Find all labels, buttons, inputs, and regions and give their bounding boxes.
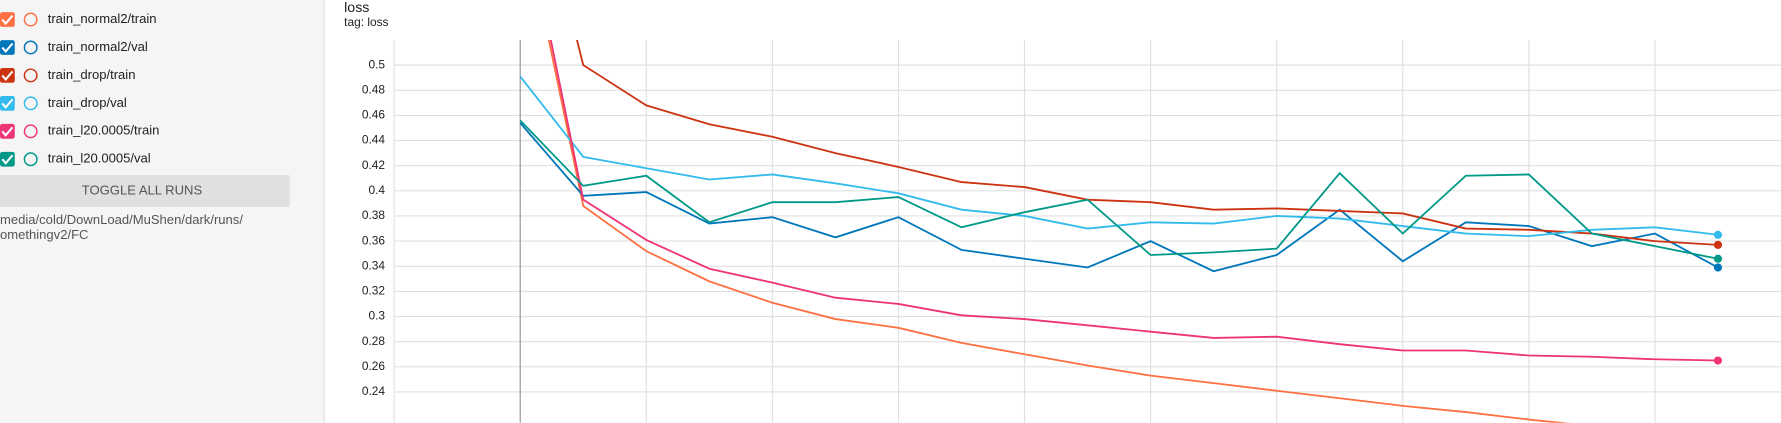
- run-checkbox[interactable]: [0, 123, 15, 139]
- checkmark: [1, 126, 14, 137]
- y-tick-label: 0.5: [368, 57, 385, 71]
- run-color-circle: [23, 12, 38, 27]
- y-tick-label: 0.46: [362, 108, 386, 122]
- y-tick-label: 0.34: [362, 258, 386, 272]
- sidebar: [0, 0, 324, 423]
- run-color-circle: [23, 40, 38, 55]
- y-tick-label: 0.28: [362, 334, 386, 348]
- toggle-all-label: TOGGLE ALL RUNS: [82, 183, 203, 198]
- run-checkbox[interactable]: [0, 68, 15, 83]
- chart-title: loss: [344, 0, 369, 16]
- run-color-circle: [23, 152, 38, 167]
- checkmark: [1, 154, 14, 165]
- y-tick-label: 0.44: [362, 133, 386, 147]
- y-tick-label: 0.38: [362, 208, 386, 222]
- last-point: [1713, 254, 1723, 263]
- y-tick-label: 0.42: [362, 158, 386, 172]
- last-point: [1713, 230, 1723, 239]
- run-label: train_l20.0005/val: [48, 151, 151, 166]
- run-checkbox[interactable]: [0, 95, 15, 111]
- series-line: [547, 39, 1570, 423]
- run-color-circle: [23, 124, 38, 139]
- series-line: [519, 75, 1719, 238]
- checkmark: [1, 14, 14, 26]
- run-color-circle: [23, 96, 38, 111]
- series-line: [549, 39, 1718, 362]
- last-point: [1713, 356, 1723, 365]
- series-line: [519, 122, 1719, 273]
- run-label: train_normal2/val: [48, 39, 148, 54]
- y-tick-label: 0.36: [362, 233, 386, 247]
- series-line: [576, 39, 1719, 246]
- run-checkbox[interactable]: [0, 12, 15, 27]
- y-tick-label: 0.32: [362, 284, 386, 298]
- run-label: train_drop/val: [48, 95, 127, 110]
- toggle-all-button[interactable]: [0, 175, 290, 207]
- run-label: train_normal2/train: [48, 11, 157, 26]
- run-label: train_drop/train: [48, 67, 136, 82]
- last-point: [1713, 240, 1723, 249]
- y-tick-label: 0.24: [362, 384, 386, 398]
- log-dir: media/cold/DownLoad/MuShen/dark/runs/: [0, 212, 243, 227]
- y-tick-label: 0.48: [362, 82, 386, 96]
- y-tick-label: 0.4: [368, 183, 385, 197]
- checkmark: [1, 70, 14, 81]
- series-line: [519, 119, 1719, 260]
- last-point: [1713, 263, 1723, 272]
- run-checkbox[interactable]: [0, 40, 15, 55]
- run-label: train_l20.0005/train: [48, 123, 160, 138]
- y-tick-label: 0.3: [368, 309, 385, 323]
- run-checkbox[interactable]: [0, 151, 15, 167]
- checkmark: [1, 98, 14, 109]
- checkmark: [1, 42, 14, 54]
- chart-subtitle: tag: loss: [344, 15, 388, 29]
- y-tick-label: 0.26: [362, 359, 386, 373]
- log-dir: omethingv2/FC: [0, 227, 88, 242]
- plot-area: [519, 39, 1723, 423]
- run-color-circle: [23, 68, 38, 83]
